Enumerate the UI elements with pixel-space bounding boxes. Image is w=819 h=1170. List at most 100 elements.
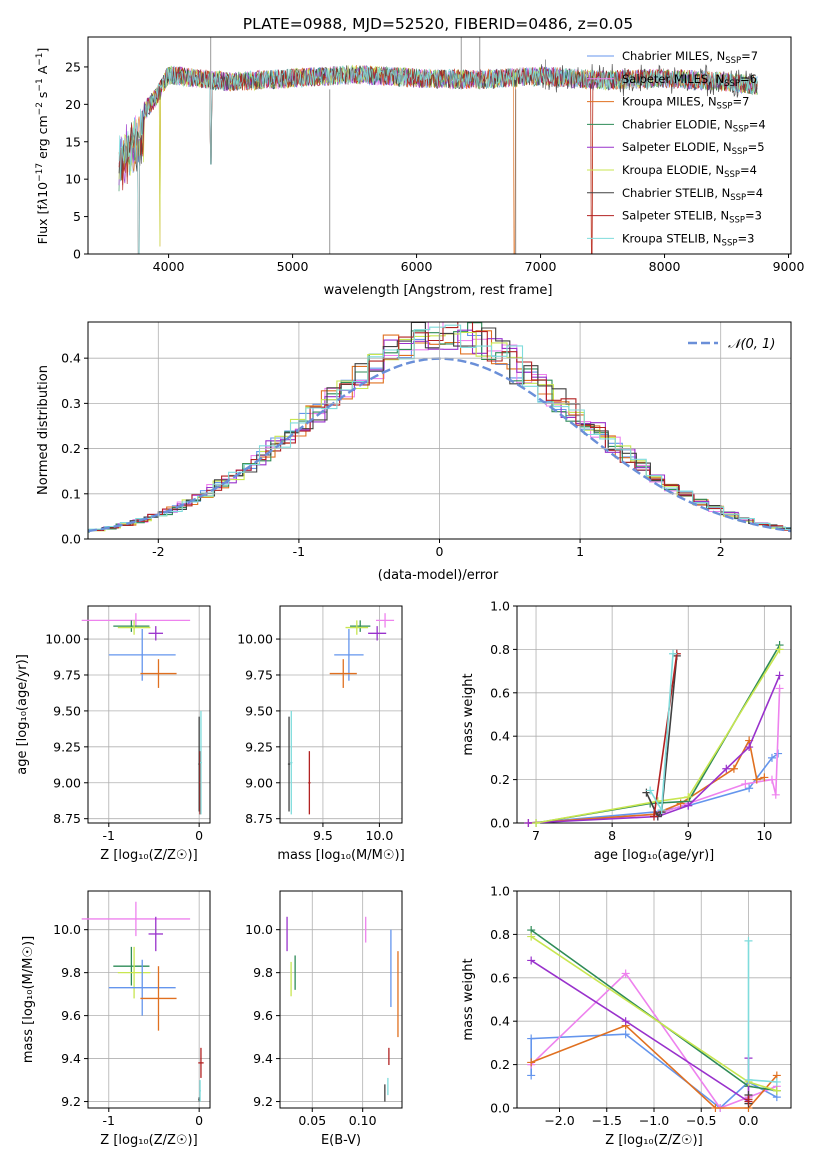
y-tick-label: 10.0 [245,922,273,937]
series-marker-7 [744,1095,753,1104]
y-tick-label: 8.75 [245,811,273,826]
legend-label: Salpeter ELODIE, NSSP=5 [622,140,765,157]
y-tick-label: 9.25 [245,739,273,754]
mass-vs-ebv-panel: 0.05 0.10 9.2 9.4 9.6 9.8 10.0 E(B-V) [245,890,403,1148]
legend-label: Kroupa STELIB, NSSP=3 [622,231,754,248]
y-tick-label: 0.1 [61,486,81,501]
y-tick-label: 20 [65,97,81,112]
x-tick-label: 4000 [153,259,185,274]
axes-frame [279,890,403,1109]
spectrum-line-8 [118,65,758,254]
weight-vs-metallicity-panel: −2.0 −1.5 −1.0 −0.5 0.0 0.0 0.2 0.4 0.6 0.8 1.0 Z [… [461,884,792,1148]
y-tick-label: 0.2 [61,441,81,456]
x-tick-label: −1.5 [592,1113,622,1128]
series-line-6 [645,655,678,818]
series-marker-5 [772,1086,781,1095]
y-tick-label: 1.0 [490,884,510,899]
y-tick-label: 0.4 [61,351,81,366]
y-tick-label: 0.0 [490,816,510,831]
ylabel: mass [log₁₀(M/M☉)] [21,936,36,1063]
residuals-xlabel: (data-model)/error [378,568,499,583]
y-tick-label: 0.8 [490,642,510,657]
legend-tail: =3 [737,231,754,245]
legend-sub: SSP [724,79,740,89]
xlabel: Z [log₁₀(Z/Z☉)] [100,1133,197,1148]
x-tick-label: 1 [576,544,584,559]
xlabel: E(B-V) [321,1133,361,1148]
x-tick-label: −1.0 [639,1113,669,1128]
series-marker-0 [527,1071,536,1080]
y-tick-label: 1.0 [490,599,510,614]
x-tick-label: -2 [152,544,164,559]
series-marker-1 [621,969,630,978]
series-line-0 [530,1033,778,1110]
y-tick-label: 0.8 [490,927,510,942]
legend-label: Chabrier MILES, NSSP=7 [622,49,758,66]
spectrum-axes: 4000 5000 6000 7000 8000 9000 0 5 10 15 20 25 [65,36,804,274]
series-marker-0 [621,1030,630,1039]
series-marker-1 [775,684,784,693]
xlabel: age [log₁₀(age/yr)] [594,848,715,863]
legend-sub: SSP [729,216,745,226]
x-tick-label: 5000 [277,259,309,274]
x-tick-label: 0.05 [298,1113,326,1128]
series-marker-8 [669,649,678,658]
y-tick-label: 10.00 [237,632,273,647]
legend-tail: =7 [741,49,758,63]
series-marker-4 [527,956,536,965]
legend-sub: SSP [732,147,748,157]
y-tick-label: 9.6 [61,1008,81,1023]
axes-frame [279,605,403,824]
series-marker-2 [729,764,738,773]
legend-label: Kroupa ELODIE, NSSP=4 [622,163,757,180]
series-line-0 [528,752,779,824]
x-tick-label: -1 [103,1113,115,1128]
x-tick-label: 0 [195,828,203,843]
legend-sub: SSP [717,102,733,112]
weight-vs-age-panel: 7 8 9 10 0.0 0.2 0.4 0.6 0.8 1.0 age [log₁₀(age/yr… [461,599,792,863]
series-marker-0 [527,1034,536,1043]
series-line-4 [528,675,781,824]
spectrum-xlabel: wavelength [Angstrom, rest frame] [324,283,553,298]
series-marker-5 [532,819,541,827]
spectrum-ylabel: Flux [fλ10−17 erg cm−2 s−1 A−1] [35,48,50,245]
legend-sub: SSP [725,56,741,66]
x-tick-label: 8 [608,828,616,843]
series-marker-0 [767,753,776,762]
x-tick-label: 0.10 [349,1113,377,1128]
residuals-axes: -2 -1 0 1 2 0.0 0.1 0.2 0.3 0.4 [61,321,792,559]
series-line-5 [535,648,781,824]
series-marker-8 [744,936,753,945]
legend-tail: =7 [732,95,749,109]
series-marker-4 [745,743,754,752]
x-tick-label: 7 [532,828,540,843]
series-marker-1 [771,790,780,799]
y-tick-label: 9.4 [253,1051,273,1066]
series-line-7 [653,653,678,817]
legend-sub: SSP [733,124,749,134]
legend-tail: =4 [746,186,763,200]
legend-tail: =5 [748,140,765,154]
legend-tail: =4 [749,117,766,131]
y-tick-label: 5 [73,209,81,224]
y-tick-label: 9.8 [61,965,81,980]
legend-tail: =6 [740,72,757,86]
series-marker-4 [684,801,693,810]
y-tick-label: 9.8 [253,965,273,980]
x-tick-label: −0.5 [686,1113,716,1128]
x-tick-label: 10.0 [365,828,393,843]
residuals-legend: 𝒩(0, 1) [688,337,775,352]
y-tick-label: 25 [65,59,81,74]
series-marker-5 [775,645,784,654]
y-tick-label: 0.6 [490,970,510,985]
x-tick-label: 6000 [401,259,433,274]
x-tick-label: 0 [195,1113,203,1128]
age-vs-metallicity-panel: -1 0 8.75 9.00 9.25 9.50 9.75 10.00 Z [log₁₀(Z/Z… [15,605,211,863]
legend-tail: =3 [745,209,762,223]
histogram-4 [88,329,791,533]
series-marker-4 [722,764,731,773]
series-marker-2 [676,799,685,808]
y-tick-label: 0.0 [61,532,81,547]
